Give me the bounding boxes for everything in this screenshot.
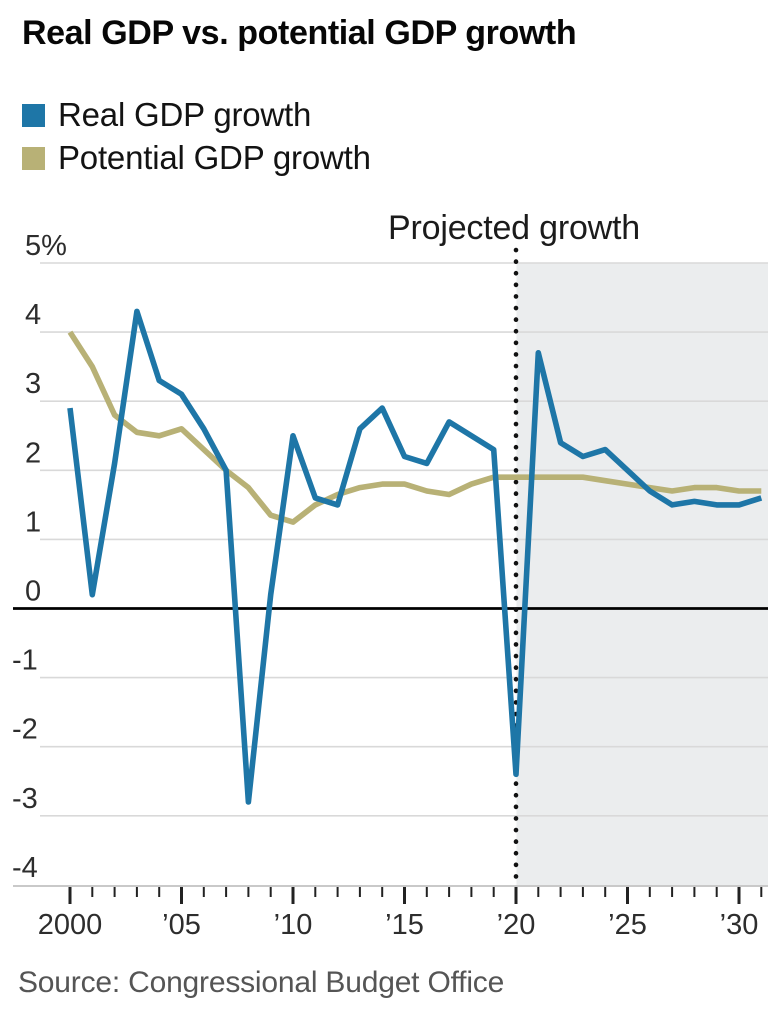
- source-note: Source: Congressional Budget Office: [18, 966, 505, 999]
- real-gdp-swatch: [22, 103, 45, 127]
- y-tick-label: 4: [25, 299, 41, 331]
- legend-item-potential-gdp: Potential GDP growth: [22, 139, 371, 176]
- potential-gdp-swatch: [22, 146, 45, 170]
- y-tick-label: 1: [25, 506, 41, 538]
- x-tick-label: 2000: [38, 909, 103, 941]
- real-gdp-legend-label: Real GDP growth: [58, 96, 312, 133]
- y-tick-label: 2: [25, 437, 41, 469]
- x-tick-label: ’15: [385, 909, 424, 941]
- y-tick-label: 3: [25, 368, 41, 400]
- y-tick-label: 0: [25, 576, 41, 608]
- y-tick-label: -4: [12, 852, 38, 884]
- x-tick-label: ’30: [720, 909, 759, 941]
- projection-label: Projected growth: [388, 209, 640, 247]
- x-tick-label: ’20: [497, 909, 536, 941]
- y-tick-label: 5%: [25, 230, 67, 262]
- x-tick-label: ’25: [608, 909, 647, 941]
- legend: Real GDP growth Potential GDP growth: [22, 96, 371, 176]
- y-tick-label: -1: [12, 645, 38, 677]
- x-tick-label: ’10: [274, 909, 313, 941]
- series-line-real-gdp-growth: [67, 308, 763, 805]
- y-tick-label: -3: [12, 783, 38, 815]
- x-tick-label: ’05: [162, 909, 201, 941]
- y-tick-label: -2: [12, 714, 38, 746]
- projection-shade: [516, 263, 768, 886]
- chart-title: Real GDP vs. potential GDP growth: [22, 14, 577, 52]
- potential-gdp-legend-label: Potential GDP growth: [58, 139, 371, 176]
- legend-item-real-gdp: Real GDP growth: [22, 96, 371, 133]
